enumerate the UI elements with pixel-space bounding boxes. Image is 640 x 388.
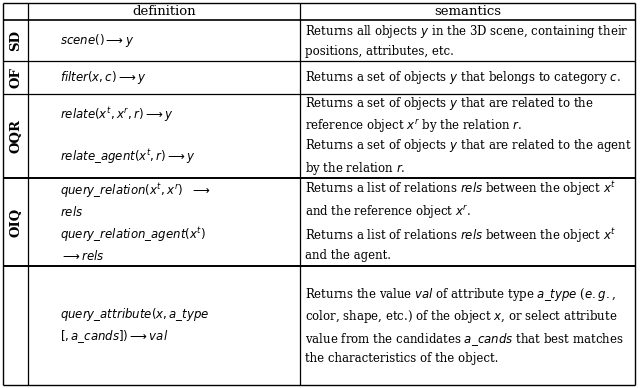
- Text: $\mathit{filter}(x, c) \longrightarrow y$: $\mathit{filter}(x, c) \longrightarrow y…: [60, 69, 147, 86]
- Text: definition: definition: [132, 5, 196, 18]
- Text: semantics: semantics: [434, 5, 501, 18]
- Text: Returns a set of objects $y$ that belongs to category $c$.: Returns a set of objects $y$ that belong…: [305, 69, 621, 86]
- Text: Returns a set of objects $y$ that are related to the agent
by the relation $r$.: Returns a set of objects $y$ that are re…: [305, 137, 632, 177]
- Text: OQR: OQR: [9, 119, 22, 153]
- Text: $\mathit{query\_relation\_agent}(x^t)$
$\longrightarrow \mathit{rels}$: $\mathit{query\_relation\_agent}(x^t)$ $…: [60, 225, 206, 263]
- Text: OIQ: OIQ: [9, 207, 22, 237]
- Text: $\mathit{relate\_agent}(x^t, r) \longrightarrow y$: $\mathit{relate\_agent}(x^t, r) \longrig…: [60, 148, 196, 166]
- Text: Returns the value $\mathit{val}$ of attribute type $\mathit{a\_type}$ ($e.g.$,
c: Returns the value $\mathit{val}$ of attr…: [305, 286, 623, 365]
- Text: Returns a set of objects $y$ that are related to the
reference object $x^r$ by t: Returns a set of objects $y$ that are re…: [305, 95, 594, 135]
- Text: $\mathit{relate}(x^t, x^r, r) \longrightarrow y$: $\mathit{relate}(x^t, x^r, r) \longright…: [60, 106, 173, 124]
- Text: $\mathit{query\_relation}(x^t, x^r)$  $\longrightarrow$
$\mathit{rels}$: $\mathit{query\_relation}(x^t, x^r)$ $\l…: [60, 181, 211, 219]
- Text: OF: OF: [9, 67, 22, 88]
- Text: Returns all objects $y$ in the 3D scene, containing their
positions, attributes,: Returns all objects $y$ in the 3D scene,…: [305, 23, 628, 58]
- Text: SD: SD: [9, 30, 22, 51]
- Text: $\mathit{query\_attribute}(x, a\_type$
$[, a\_cands]) \longrightarrow \mathit{va: $\mathit{query\_attribute}(x, a\_type$ $…: [60, 306, 209, 345]
- Text: Returns a list of relations $\mathit{rels}$ between the object $x^t$
and the ref: Returns a list of relations $\mathit{rel…: [305, 179, 616, 221]
- Text: Returns a list of relations $\mathit{rels}$ between the object $x^t$
and the age: Returns a list of relations $\mathit{rel…: [305, 226, 616, 262]
- Text: $\mathit{scene}() \longrightarrow y$: $\mathit{scene}() \longrightarrow y$: [60, 32, 134, 49]
